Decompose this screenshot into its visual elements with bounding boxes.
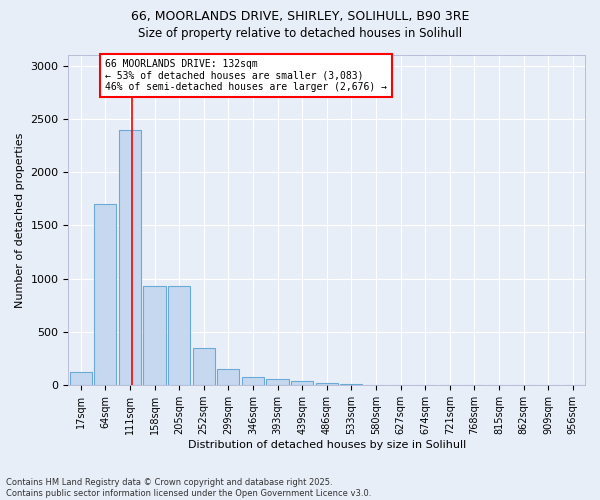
Text: Size of property relative to detached houses in Solihull: Size of property relative to detached ho… — [138, 28, 462, 40]
Bar — [291, 381, 313, 385]
Bar — [365, 384, 387, 385]
Text: Contains HM Land Registry data © Crown copyright and database right 2025.
Contai: Contains HM Land Registry data © Crown c… — [6, 478, 371, 498]
X-axis label: Distribution of detached houses by size in Solihull: Distribution of detached houses by size … — [188, 440, 466, 450]
Bar — [340, 384, 362, 385]
Bar — [316, 383, 338, 385]
Bar — [266, 380, 289, 385]
Bar — [217, 369, 239, 385]
Bar — [70, 372, 92, 385]
Bar — [242, 376, 264, 385]
Bar — [193, 348, 215, 385]
Bar — [168, 286, 190, 385]
Bar — [119, 130, 141, 385]
Text: 66 MOORLANDS DRIVE: 132sqm
← 53% of detached houses are smaller (3,083)
46% of s: 66 MOORLANDS DRIVE: 132sqm ← 53% of deta… — [106, 60, 388, 92]
Y-axis label: Number of detached properties: Number of detached properties — [15, 132, 25, 308]
Text: 66, MOORLANDS DRIVE, SHIRLEY, SOLIHULL, B90 3RE: 66, MOORLANDS DRIVE, SHIRLEY, SOLIHULL, … — [131, 10, 469, 23]
Bar — [94, 204, 116, 385]
Bar — [143, 286, 166, 385]
